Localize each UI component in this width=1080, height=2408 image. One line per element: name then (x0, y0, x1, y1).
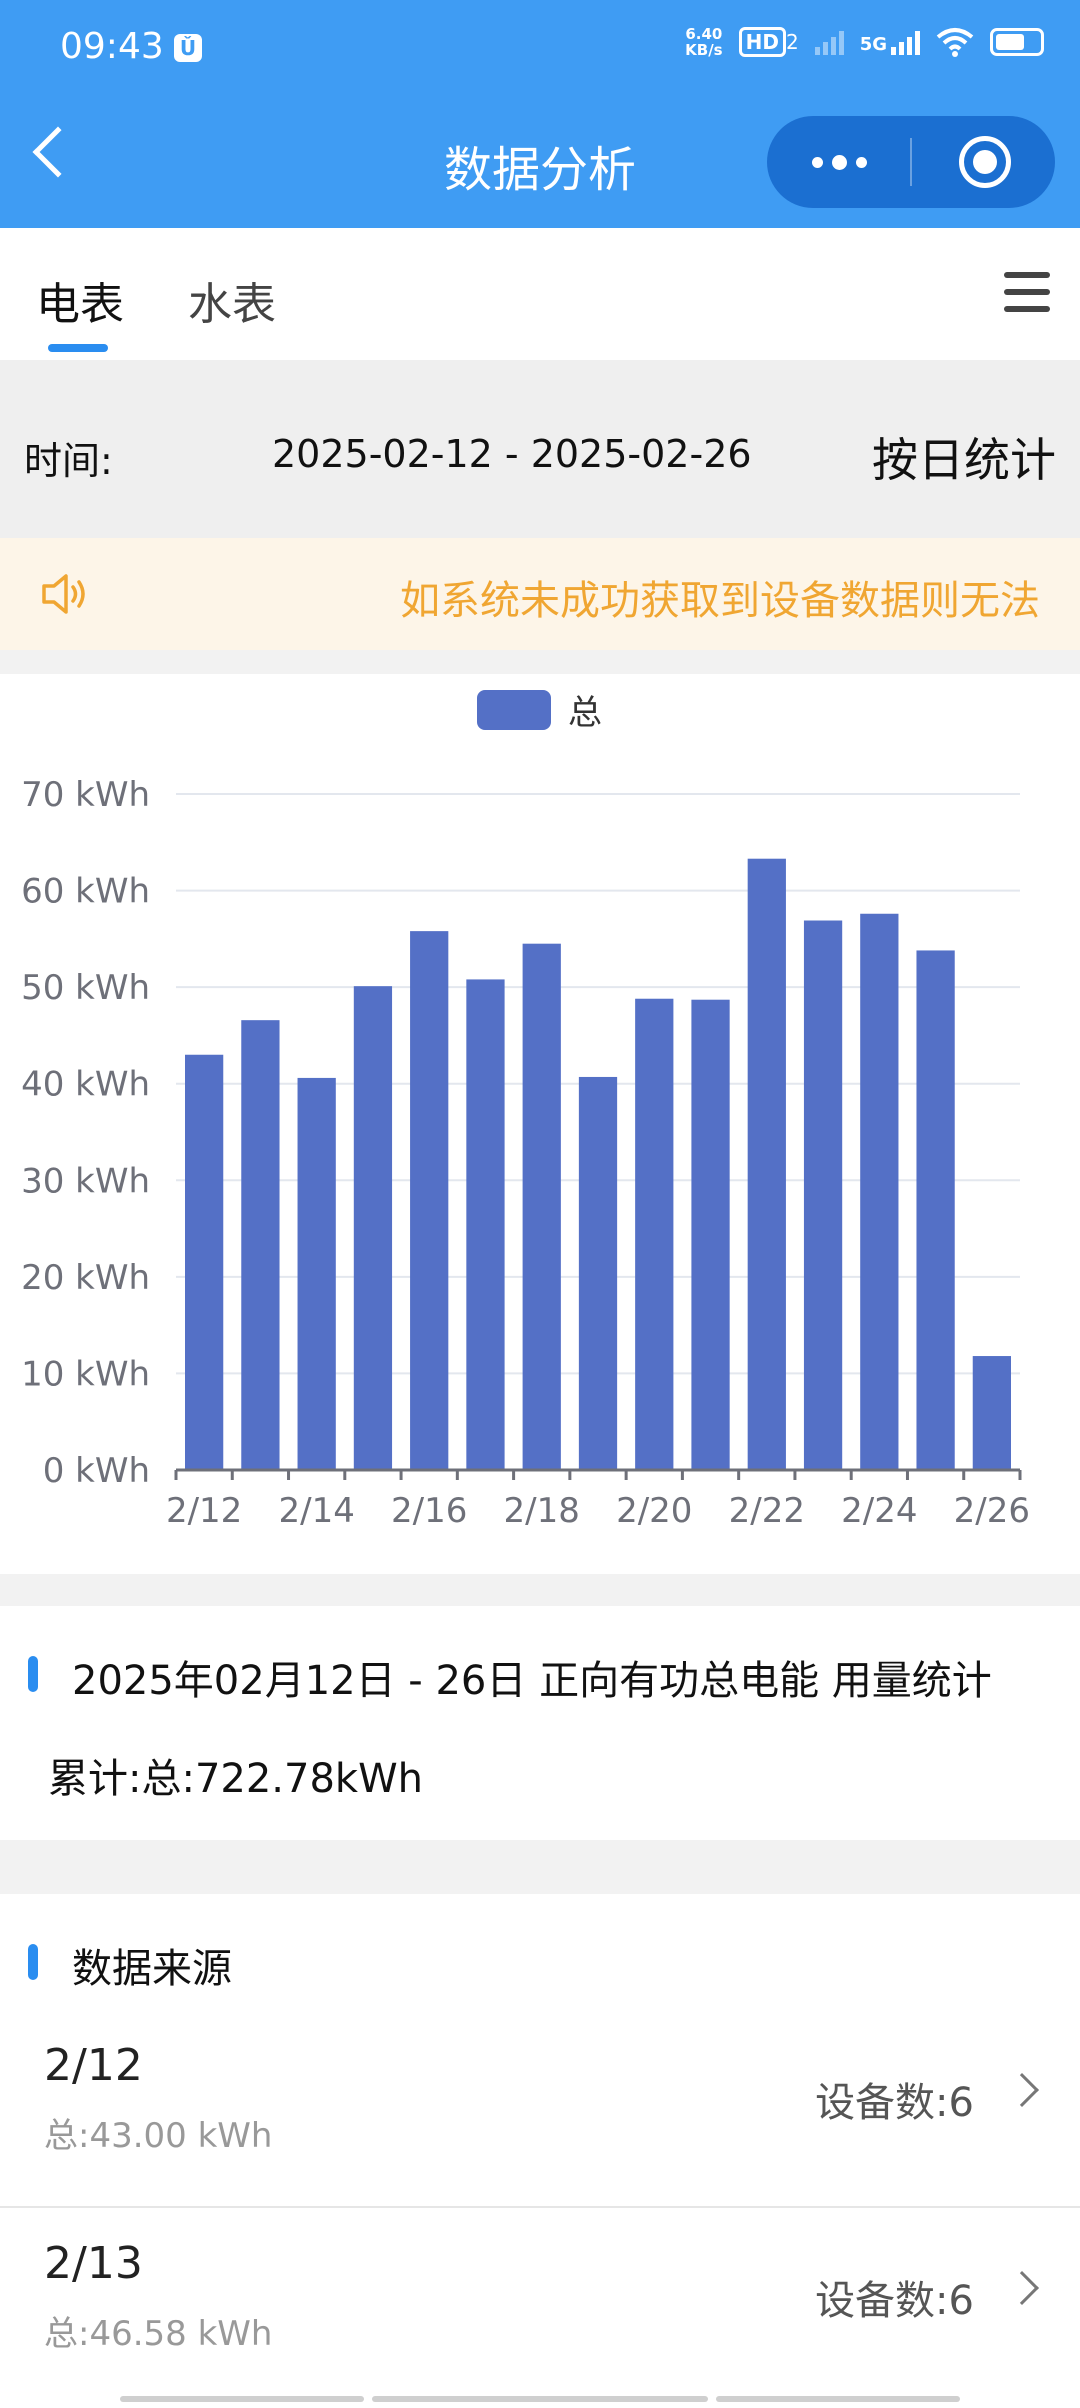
more-button[interactable] (767, 116, 911, 208)
bar (747, 858, 786, 1470)
notice-text: 如系统未成功获取到设备数据则无法 (400, 578, 1040, 624)
time-filter: 时间: 2025-02-12 - 2025-02-26 按日统计 (0, 360, 1080, 538)
x-tick-label: 2/20 (616, 1491, 692, 1531)
meter-tabs: 电表 水表 (0, 228, 1080, 360)
bar (297, 1077, 336, 1470)
summary-total: 累计:总:722.78kWh (48, 1756, 423, 1802)
section-accent (28, 1944, 38, 1980)
y-tick-label: 20 kWh (21, 1258, 150, 1298)
wifi-icon (936, 28, 974, 57)
summary-title: 2025年02月12日 - 26日 正向有功总电能 用量统计 (72, 1658, 992, 1704)
signal-icon-sim1 (814, 29, 844, 55)
date-range-picker[interactable]: 2025-02-12 - 2025-02-26 (272, 432, 752, 476)
page-title: 数据分析 (443, 142, 636, 198)
miniprogram-capsule (767, 116, 1055, 208)
bar-chart: 总 0 kWh 10 kWh 20 kWh 30 kWh 40 kWh 50 kWh 60 k… (21, 690, 1030, 1531)
y-tick-label: 10 kWh (21, 1354, 150, 1394)
bar (972, 1356, 1011, 1470)
bar (578, 1076, 618, 1470)
list-item[interactable]: 2/13 总:46.58 kWh 设备数:6 (0, 2210, 1080, 2406)
chevron-right-icon (1005, 2271, 1039, 2305)
stat-mode-selector[interactable]: 按日统计 (872, 433, 1056, 487)
bar (185, 1054, 224, 1470)
notice-bar: 如系统未成功获取到设备数据则无法 (0, 538, 1080, 650)
row-device-count: 设备数:6 (815, 2080, 974, 2126)
x-tick-label: 2/18 (504, 1491, 580, 1531)
tab-water[interactable]: 水表 (188, 279, 276, 330)
y-tick-label: 50 kWh (21, 968, 150, 1008)
alarm-icon: Ǔ (174, 34, 202, 62)
usage-chart: 总 0 kWh 10 kWh 20 kWh 30 kWh 40 kWh 50 kWh 60 k… (0, 674, 1080, 1574)
bar (410, 931, 449, 1470)
section-accent (28, 1656, 38, 1692)
status-icons: 6.40 KB/s HD 2 5G (685, 26, 1044, 58)
tab-active-indicator (48, 344, 108, 352)
legend-swatch (477, 690, 551, 730)
y-tick-label: 60 kWh (21, 872, 150, 912)
bar (635, 998, 674, 1470)
list-item[interactable]: 2/12 总:43.00 kWh 设备数:6 (0, 2012, 1080, 2208)
x-tick-label: 2/16 (391, 1491, 467, 1531)
scroll-indicator (120, 2396, 364, 2402)
menu-icon[interactable] (1004, 272, 1050, 312)
y-tick-label: 0 kWh (43, 1451, 150, 1491)
x-tick-label: 2/22 (729, 1491, 805, 1531)
app-header: 09:43 Ǔ 6.40 KB/s HD 2 5G 数据分析 (0, 0, 1080, 228)
status-time: 09:43 (60, 26, 164, 67)
time-label: 时间: (24, 439, 113, 483)
tab-electric[interactable]: 电表 (36, 279, 124, 330)
bar (353, 986, 393, 1470)
speaker-icon (42, 574, 85, 614)
bar (691, 999, 730, 1470)
y-tick-label: 30 kWh (21, 1161, 150, 1201)
close-target-icon[interactable] (959, 136, 1011, 188)
signal-icon-5g: 5G (860, 29, 920, 55)
legend-label: 总 (568, 693, 602, 733)
battery-icon (990, 28, 1044, 56)
bar (860, 913, 899, 1470)
y-tick-label: 40 kWh (21, 1065, 150, 1105)
row-value: 总:43.00 kWh (44, 2116, 273, 2156)
row-date: 2/13 (44, 2238, 143, 2289)
net-speed: 6.40 KB/s (685, 25, 723, 59)
x-tick-label: 2/14 (278, 1491, 354, 1531)
row-value: 总:46.58 kWh (44, 2314, 273, 2354)
x-tick-label: 2/24 (841, 1491, 917, 1531)
bar (916, 950, 955, 1470)
scroll-indicator (716, 2396, 960, 2402)
summary-card: 2025年02月12日 - 26日 正向有功总电能 用量统计 累计:总:722.… (0, 1606, 1080, 1840)
data-source-section: 数据来源 2/12 总:43.00 kWh 设备数:6 2/13 总:46.58… (0, 1894, 1080, 2408)
chevron-right-icon (1005, 2073, 1039, 2107)
row-device-count: 设备数:6 (815, 2278, 974, 2324)
data-source-title: 数据来源 (72, 1946, 232, 1992)
x-tick-label: 2/12 (166, 1491, 242, 1531)
scroll-indicator (372, 2396, 708, 2402)
bar (522, 943, 561, 1470)
x-tick-label: 2/26 (954, 1491, 1030, 1531)
y-tick-label: 70 kWh (21, 775, 150, 815)
hd-icon: HD 2 (738, 27, 799, 57)
bar (466, 979, 505, 1470)
bar (241, 1020, 280, 1470)
bar (803, 920, 843, 1470)
row-date: 2/12 (44, 2040, 143, 2091)
